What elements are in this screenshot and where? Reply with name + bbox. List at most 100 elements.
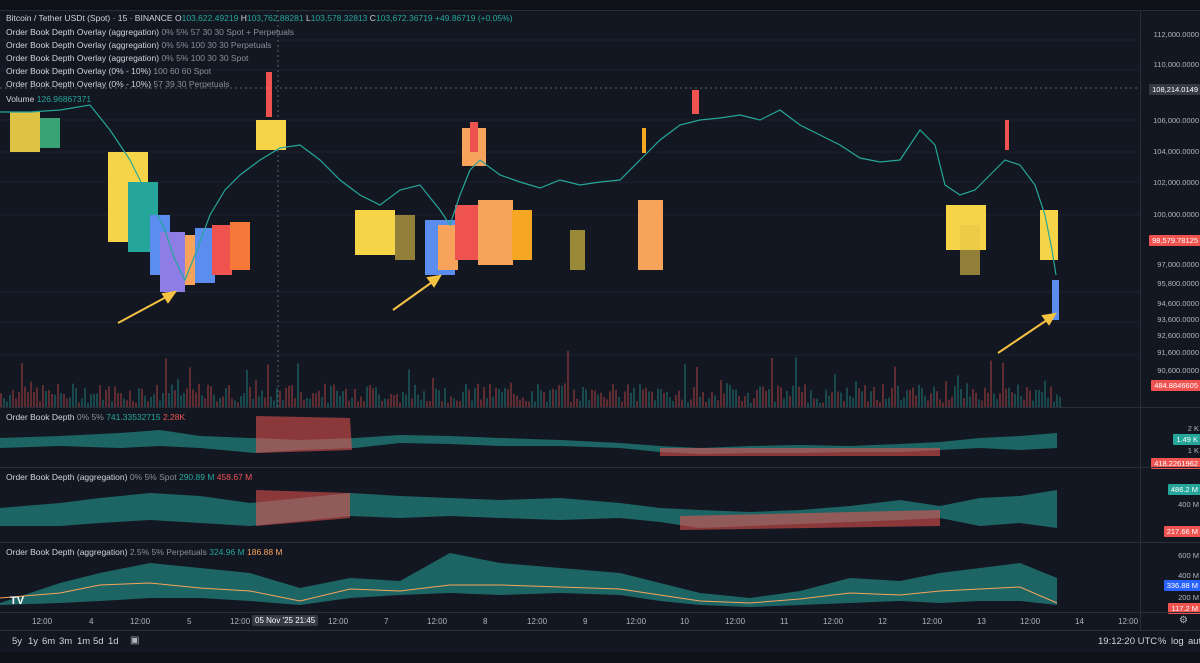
range-5d[interactable]: 5d: [93, 636, 104, 647]
price-scale[interactable]: 112,000.0000 110,000.0000 106,000.0000 1…: [1140, 10, 1200, 407]
range-3m[interactable]: 3m: [59, 636, 73, 647]
range-6m[interactable]: 6m: [42, 636, 56, 647]
price-chart-canvas[interactable]: [0, 10, 1140, 407]
gear-icon[interactable]: ⚙: [1179, 615, 1188, 626]
volume-bar: [726, 383, 728, 407]
low-value: 103,578.32813: [310, 13, 368, 23]
volume-bar: [855, 380, 857, 407]
volume-bar: [6, 401, 8, 407]
pane1-scale[interactable]: 2 K 1.49 K 1 K 418.2261962: [1140, 407, 1200, 469]
volume-bar: [813, 398, 815, 407]
volume-bar: [1056, 394, 1058, 407]
volume-bar: [738, 396, 740, 407]
percent-toggle[interactable]: %: [1158, 636, 1167, 647]
depth-pane-3[interactable]: Order Book Depth (aggregation) 2.5% 5% P…: [0, 542, 1140, 613]
volume-bar: [3, 398, 5, 407]
volume-bar: [477, 383, 479, 407]
volume-bar: [882, 384, 884, 407]
volume-bar: [237, 402, 239, 407]
indicator-legend-3[interactable]: Order Book Depth Overlay (aggregation) 0…: [6, 52, 248, 65]
pane1-value-2: 2.28K: [162, 412, 186, 422]
volume-bar: [966, 383, 968, 407]
volume-bar: [801, 392, 803, 407]
volume-bar: [669, 397, 671, 407]
volume-bar: [492, 396, 494, 407]
pane2-legend[interactable]: Order Book Depth (aggregation) 0% 5% Spo…: [6, 471, 252, 484]
volume-bar: [129, 390, 131, 407]
time-axis[interactable]: 12:00 4 12:00 5 12:00 05 Nov '25 21:45 1…: [0, 612, 1140, 631]
volume-bar: [60, 393, 62, 407]
indicator-legend-5[interactable]: Order Book Depth Overlay (0% - 10%) 57 3…: [6, 78, 230, 91]
depth-pane-2[interactable]: Order Book Depth (aggregation) 0% 5% Spo…: [0, 467, 1140, 543]
clock[interactable]: 19:12:20 UTC: [1098, 636, 1158, 647]
symbol-legend[interactable]: Bitcoin / Tether USDt (Spot) · 15 · BINA…: [6, 12, 513, 25]
price-chart[interactable]: Bitcoin / Tether USDt (Spot) · 15 · BINA…: [0, 10, 1140, 407]
volume-bar: [732, 389, 734, 407]
volume-bar: [606, 399, 608, 407]
volume-bar: [27, 391, 29, 407]
volume-bar: [639, 384, 641, 407]
range-1y[interactable]: 1y: [28, 636, 39, 647]
volume-bar: [357, 401, 359, 407]
pane2-scale[interactable]: 486.2 M 400 M 217.66 M: [1140, 467, 1200, 543]
volume-bar: [807, 402, 809, 407]
volume-bars: [0, 350, 1061, 407]
volume-bar: [309, 398, 311, 407]
volume-bar: [264, 397, 266, 407]
volume-bar: [888, 397, 890, 407]
range-1d[interactable]: 1d: [108, 636, 119, 647]
indicator-name: Order Book Depth Overlay (0% - 10%): [6, 66, 152, 76]
volume-bar: [507, 389, 509, 407]
indicator-legend-2[interactable]: Order Book Depth Overlay (aggregation) 0…: [6, 39, 272, 52]
volume-bar: [849, 395, 851, 407]
volume-bar: [654, 400, 656, 407]
volume-bar: [405, 394, 407, 407]
time-tick: 10: [680, 617, 689, 626]
volume-bar: [729, 384, 731, 407]
volume-bar: [249, 386, 251, 407]
time-tick: 13: [977, 617, 986, 626]
indicator-legend-4[interactable]: Order Book Depth Overlay (0% - 10%) 100 …: [6, 65, 211, 78]
volume-bar: [810, 390, 812, 407]
pane3-scale[interactable]: 600 M 400 M 336.88 M 200 M 117.2 M: [1140, 542, 1200, 614]
volume-bar: [867, 401, 869, 407]
volume-bar: [759, 386, 761, 407]
volume-bar: [1029, 390, 1031, 407]
range-1m[interactable]: 1m: [77, 636, 91, 647]
range-5y[interactable]: 5y: [12, 636, 23, 647]
indicator-params: 57 39 30 Perpetuals: [153, 79, 230, 89]
volume-bar: [225, 388, 227, 407]
volume-bar: [744, 395, 746, 407]
volume-bar: [585, 389, 587, 407]
price-line: [0, 104, 1057, 282]
calendar-icon[interactable]: ▣: [130, 635, 140, 646]
volume-bar: [1005, 388, 1007, 407]
volume-bar: [1002, 362, 1004, 407]
volume-bar: [1011, 392, 1013, 407]
log-toggle[interactable]: log: [1171, 636, 1184, 647]
auto-toggle[interactable]: auto: [1188, 636, 1200, 647]
volume-bar: [366, 386, 368, 407]
volume-bar: [681, 399, 683, 407]
volume-bar: [519, 399, 521, 407]
volume-legend[interactable]: Volume 126.96867371: [6, 93, 91, 106]
volume-bar: [588, 399, 590, 407]
pane3-legend[interactable]: Order Book Depth (aggregation) 2.5% 5% P…: [6, 546, 283, 559]
volume-bar: [804, 384, 806, 407]
volume-bar: [852, 397, 854, 407]
volume-bar: [198, 383, 200, 407]
price-tick: 112,000.0000: [1153, 30, 1199, 39]
depth-pane-1[interactable]: Order Book Depth 0% 5% 741.33532715 2.28…: [0, 407, 1140, 468]
volume-bar: [636, 401, 638, 407]
indicator-legend-1[interactable]: Order Book Depth Overlay (aggregation) 0…: [6, 26, 294, 39]
time-axis-settings[interactable]: ⚙: [1140, 612, 1200, 631]
pane1-legend[interactable]: Order Book Depth 0% 5% 741.33532715 2.28…: [6, 411, 185, 424]
volume-bar: [690, 399, 692, 407]
volume-bar: [1023, 399, 1025, 407]
volume-bar: [624, 391, 626, 407]
volume-bar: [972, 389, 974, 407]
volume-bar: [975, 392, 977, 407]
volume-bar: [480, 399, 482, 407]
volume-bar: [291, 385, 293, 407]
tradingview-logo[interactable]: TV: [10, 595, 25, 607]
